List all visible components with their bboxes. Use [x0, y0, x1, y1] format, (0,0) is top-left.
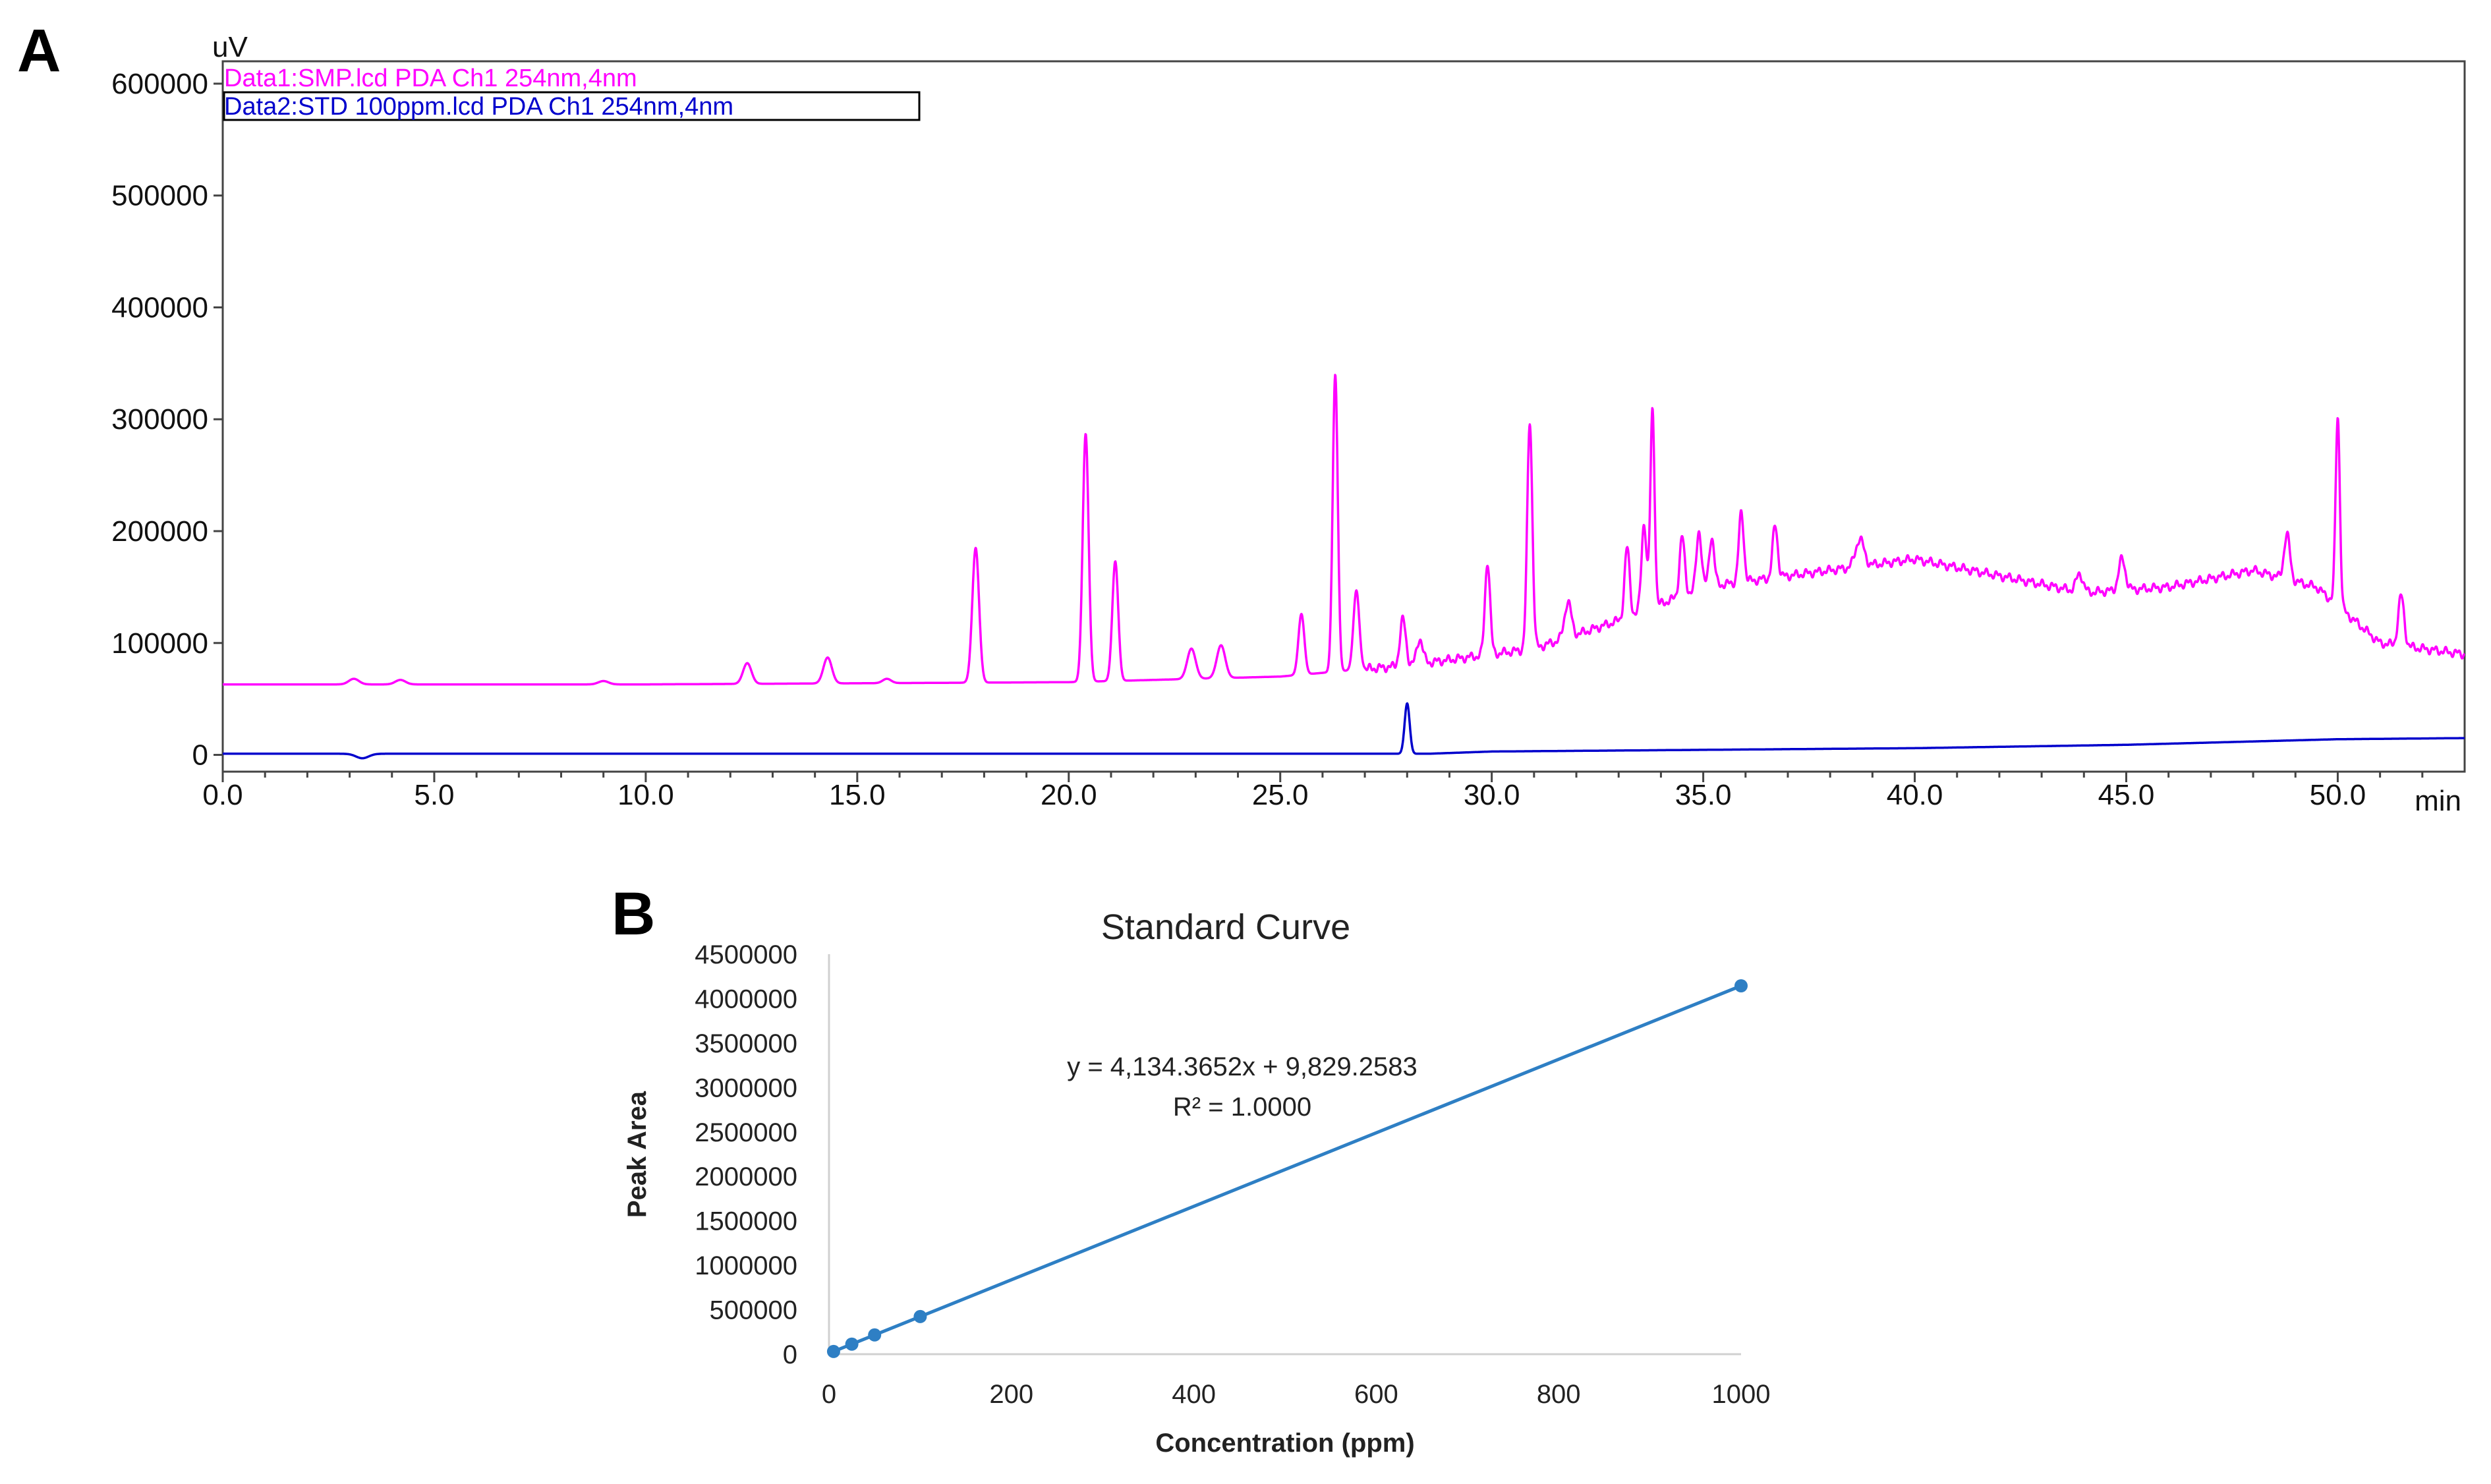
trendline [832, 984, 1742, 1354]
panel-a-label: A [17, 17, 61, 84]
trendline-equation: y = 4,134.3652x + 9,829.2583 [1067, 1052, 1417, 1081]
x-tick-label: 1000 [1712, 1380, 1771, 1409]
chromatogram-chart: 0 100000 200000 300000 400000 500000 600000 0.… [111, 31, 2466, 817]
y-tick-label: 3000000 [695, 1073, 797, 1102]
x-tick-label: 10.0 [617, 779, 674, 811]
x-tick-label: 600 [1354, 1380, 1398, 1409]
legend-box [223, 91, 921, 121]
y-tick-label: 3500000 [695, 1029, 797, 1058]
chromatogram-traces [221, 374, 2466, 760]
x-tick-label: 50.0 [2310, 779, 2366, 811]
x-tick-label: 0.0 [202, 779, 243, 811]
x-tick-label: 45.0 [2098, 779, 2155, 811]
y-tick-label: 0 [783, 1340, 797, 1369]
y-tick-label: 1500000 [695, 1207, 797, 1236]
data-point [826, 1344, 840, 1358]
legend-entry-sample: Data1:SMP.lcd PDA Ch1 254nm,4nm [224, 65, 637, 92]
standard-curve-x-axis-title: Concentration (ppm) [1155, 1429, 1414, 1458]
standard-curve-y-axis-title: Peak Area [623, 1091, 652, 1218]
standard-trace-line [221, 702, 2466, 760]
y-tick-label: 500000 [710, 1296, 797, 1325]
standard-curve-x-axis: 0 200 400 600 800 1000 [822, 1380, 1771, 1409]
y-tick-label: 1000000 [695, 1251, 797, 1280]
y-tick-label: 200000 [111, 515, 208, 548]
chromatogram-x-unit-label: min [2415, 785, 2461, 817]
chromatogram-y-unit-label: uV [212, 31, 248, 63]
x-tick-label: 40.0 [1887, 779, 1943, 811]
x-tick-label: 15.0 [829, 779, 886, 811]
chromatogram-plot-frame [221, 60, 2466, 773]
chromatogram-y-axis: 0 100000 200000 300000 400000 500000 600000 [111, 68, 223, 772]
x-tick-label: 5.0 [414, 779, 454, 811]
chromatogram-x-axis: 0.0 5.0 10.0 15.0 20.0 25.0 30.0 35.0 40.0 45.0 50… [202, 772, 2424, 811]
sample-trace-line [221, 374, 2466, 686]
data-point [913, 1309, 927, 1323]
y-tick-label: 2000000 [695, 1162, 797, 1191]
data-point [868, 1328, 882, 1342]
panel-b-label: B [612, 880, 655, 948]
y-tick-label: 4000000 [695, 985, 797, 1013]
x-tick-label: 0 [822, 1380, 836, 1409]
y-tick-label: 4500000 [695, 940, 797, 969]
chromatogram-legend: Data1:SMP.lcd PDA Ch1 254nm,4nm Data2:ST… [223, 65, 921, 121]
x-tick-label: 800 [1537, 1380, 1581, 1409]
x-tick-label: 35.0 [1675, 779, 1732, 811]
legend-entry-standard: Data2:STD 100ppm.lcd PDA Ch1 254nm,4nm [224, 93, 733, 121]
data-point [1734, 979, 1748, 992]
y-tick-label: 400000 [111, 291, 208, 324]
y-tick-label: 100000 [111, 627, 208, 660]
standard-curve-title: Standard Curve [1101, 907, 1350, 947]
y-tick-label: 2500000 [695, 1118, 797, 1147]
standard-curve-chart: Standard Curve 0500000100000015000002000… [623, 907, 1770, 1458]
y-tick-label: 0 [192, 739, 208, 772]
x-tick-label: 20.0 [1041, 779, 1097, 811]
x-tick-label: 200 [989, 1380, 1033, 1409]
data-point [845, 1337, 859, 1351]
standard-curve-data [826, 979, 1748, 1358]
y-tick-label: 300000 [111, 403, 208, 436]
y-tick-label: 500000 [111, 180, 208, 212]
trendline-r-squared: R² = 1.0000 [1173, 1093, 1311, 1122]
x-tick-label: 400 [1172, 1380, 1216, 1409]
standard-curve-y-axis: 0 500000 1000000 1500000 2000000 2500000 30000… [695, 940, 797, 1369]
x-tick-label: 25.0 [1252, 779, 1309, 811]
x-tick-label: 30.0 [1464, 779, 1520, 811]
y-tick-label: 600000 [111, 68, 208, 100]
